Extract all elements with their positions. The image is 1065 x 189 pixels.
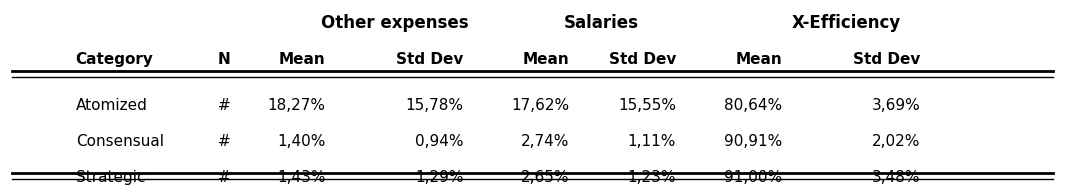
Text: X-Efficiency: X-Efficiency: [791, 14, 901, 32]
Text: 2,74%: 2,74%: [521, 134, 570, 149]
Text: Std Dev: Std Dev: [608, 52, 676, 67]
Text: 1,43%: 1,43%: [277, 170, 326, 185]
Text: Strategic: Strategic: [76, 170, 145, 185]
Text: 91,00%: 91,00%: [724, 170, 782, 185]
Text: 17,62%: 17,62%: [511, 98, 570, 112]
Text: #: #: [218, 134, 231, 149]
Text: Mean: Mean: [279, 52, 326, 67]
Text: 3,69%: 3,69%: [871, 98, 920, 112]
Text: 2,02%: 2,02%: [872, 134, 920, 149]
Text: 1,11%: 1,11%: [627, 134, 676, 149]
Text: Atomized: Atomized: [76, 98, 148, 112]
Text: 0,94%: 0,94%: [415, 134, 463, 149]
Text: Consensual: Consensual: [76, 134, 164, 149]
Text: #: #: [218, 98, 231, 112]
Text: Other expenses: Other expenses: [321, 14, 469, 32]
Text: 2,65%: 2,65%: [521, 170, 570, 185]
Text: 18,27%: 18,27%: [267, 98, 326, 112]
Text: 1,23%: 1,23%: [627, 170, 676, 185]
Text: 15,78%: 15,78%: [406, 98, 463, 112]
Text: 1,40%: 1,40%: [277, 134, 326, 149]
Text: Mean: Mean: [735, 52, 782, 67]
Text: Salaries: Salaries: [564, 14, 639, 32]
Text: N: N: [218, 52, 231, 67]
Text: 15,55%: 15,55%: [618, 98, 676, 112]
Text: 3,48%: 3,48%: [872, 170, 920, 185]
Text: Mean: Mean: [523, 52, 570, 67]
Text: Category: Category: [76, 52, 153, 67]
Text: #: #: [218, 170, 231, 185]
Text: 80,64%: 80,64%: [724, 98, 782, 112]
Text: Std Dev: Std Dev: [396, 52, 463, 67]
Text: Std Dev: Std Dev: [853, 52, 920, 67]
Text: 90,91%: 90,91%: [724, 134, 782, 149]
Text: 1,29%: 1,29%: [415, 170, 463, 185]
